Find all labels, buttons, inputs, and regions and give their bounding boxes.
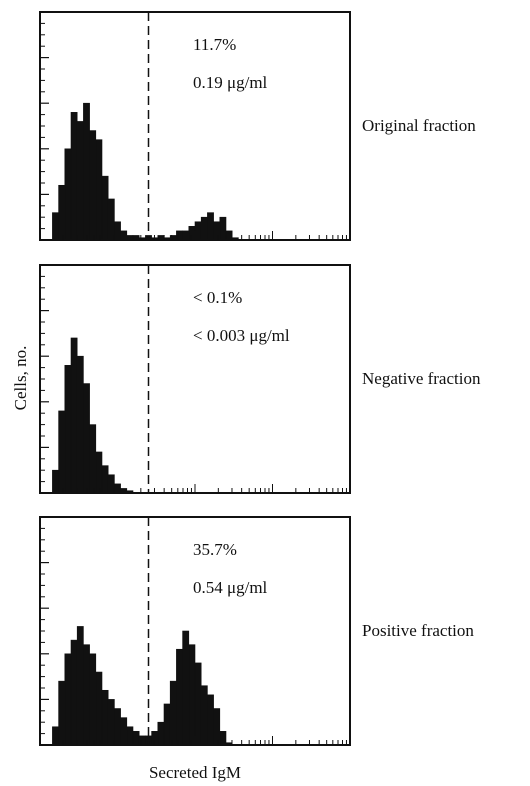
histogram-bar [207,212,214,241]
annotation: 11.7% [193,35,236,54]
histogram-bar [58,680,66,746]
histogram-bar [200,685,208,746]
histogram-bar [76,121,84,241]
panel-label: Negative fraction [362,369,481,388]
panel-label: Positive fraction [362,621,474,640]
annotation: < 0.003 μg/ml [193,326,290,345]
histogram-bar [64,653,72,746]
annotation: 0.54 μg/ml [193,578,268,597]
histogram-bar [76,355,84,494]
histogram-bar [64,148,72,241]
histogram-bar [126,726,134,746]
histogram-bar [213,708,221,746]
histogram-bar [120,230,128,241]
histogram-bar [58,410,66,494]
histogram-bar [101,175,109,241]
histogram-bar [188,644,196,746]
histogram-bar [194,662,202,746]
histogram-bar [163,703,171,746]
x-axis-label: Secreted IgM [149,763,241,782]
histogram-bar [207,694,214,746]
y-axis-label: Cells, no. [11,346,30,411]
annotation: 35.7% [193,540,237,559]
panel: 35.7% 0.54 μg/ml Positive fraction [39,516,474,746]
histogram-bar [83,383,90,494]
histogram-bar [64,365,72,494]
panel-label: Original fraction [362,116,476,135]
histogram-bar [219,216,227,241]
histogram-bar [83,102,90,241]
histogram-bar [58,184,66,241]
histogram-bar [89,130,97,241]
histogram-bar [95,139,103,241]
histogram-bar [213,221,221,241]
histogram-bar [219,731,227,746]
histogram-bar [70,112,78,241]
panel: < 0.1% < 0.003 μg/ml Negative fraction [39,264,481,494]
histogram-bar [70,337,78,494]
annotation: < 0.1% [193,288,242,307]
histogram-bar [89,653,97,746]
histogram-bar [176,648,183,746]
histogram-bar [95,671,103,746]
histogram-bar [107,198,115,241]
histogram-bar [120,717,128,746]
histogram-bar [194,221,202,241]
histogram-bar [95,451,103,494]
histogram-bar [52,469,59,494]
annotation: 0.19 μg/ml [193,73,268,92]
histogram-bar [182,630,190,746]
histogram-bar [107,699,115,746]
histogram-bar [52,212,59,241]
histogram-bar [70,639,78,746]
histogram-bar [138,735,146,746]
histogram-bar [89,424,97,494]
panel: 11.7% 0.19 μg/ml Original fraction [39,11,476,241]
histogram-bar [225,230,233,241]
histogram-bar [200,216,208,241]
histogram-bar [52,726,59,746]
histogram-bar [83,644,90,746]
histogram-bar [76,626,84,746]
histogram-bar [169,680,177,746]
histogram-bar [132,731,140,746]
histogram-bar [101,689,109,746]
histogram-bar [157,721,165,746]
